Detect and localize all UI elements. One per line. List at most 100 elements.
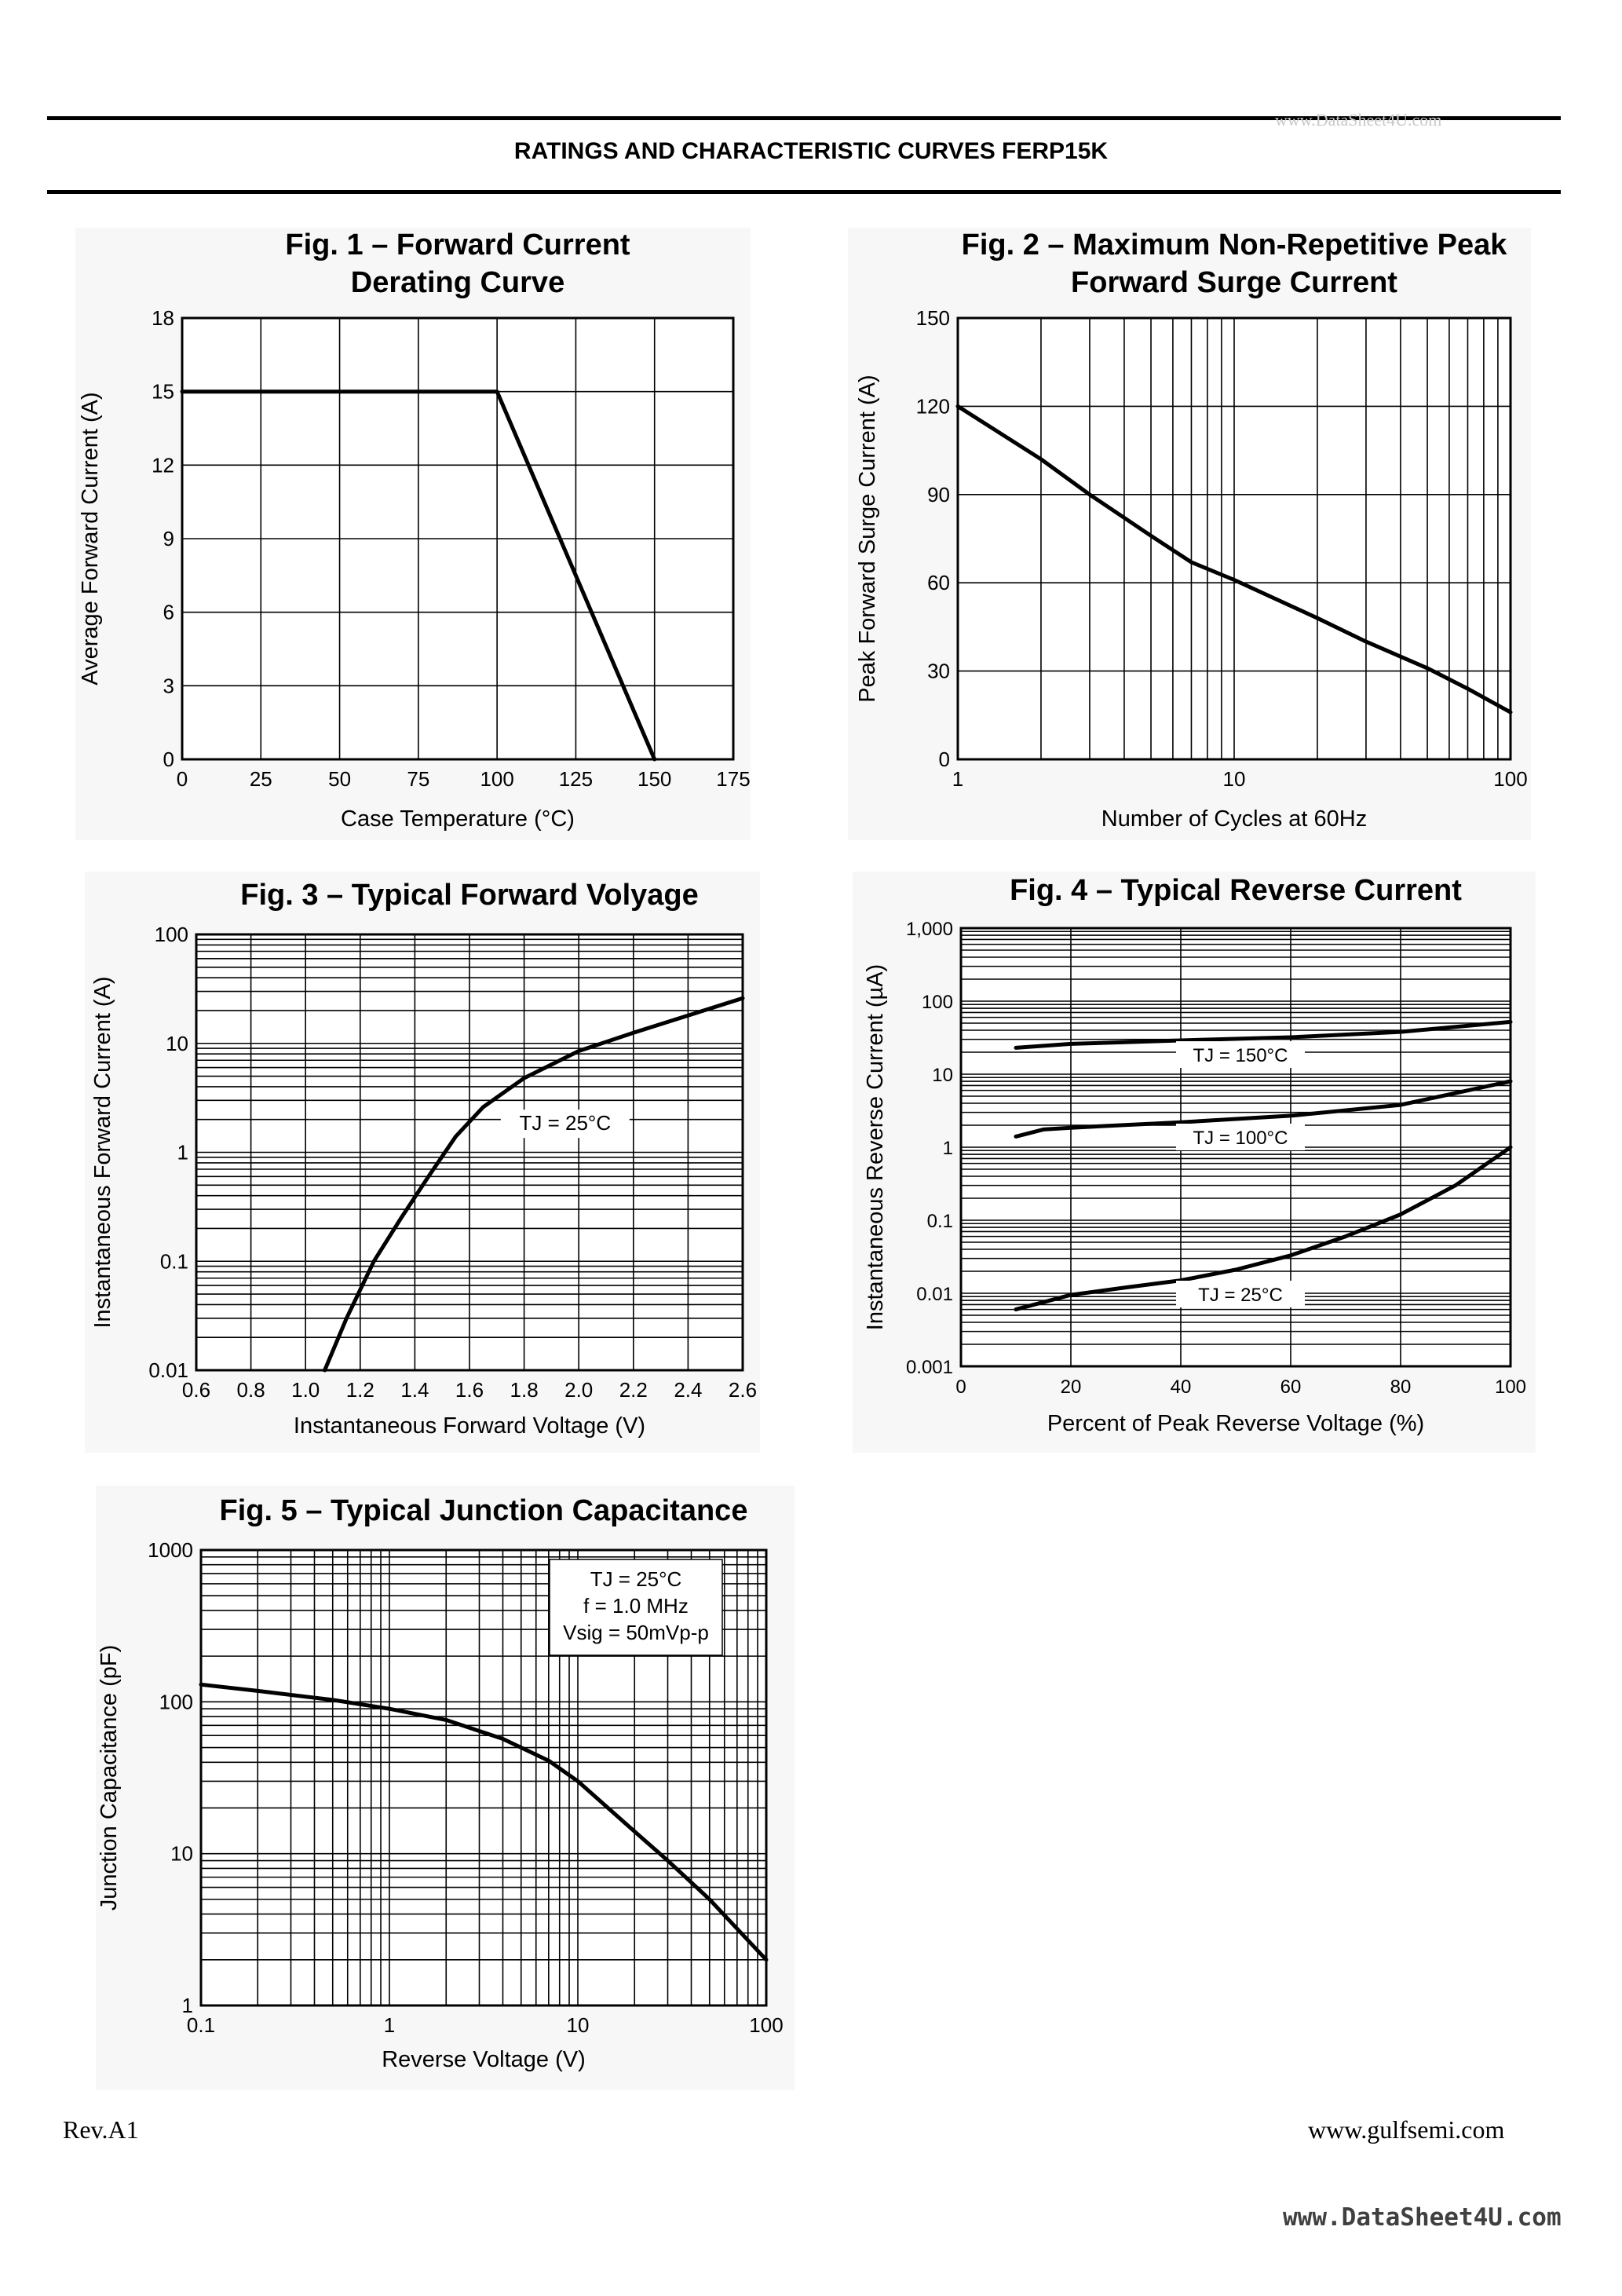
fig3-ytick-label: 0.1 — [160, 1249, 188, 1273]
fig3-title: Fig. 3 – Typical Forward Volyage — [240, 879, 699, 912]
fig3-annotation: TJ = 25°C — [519, 1111, 611, 1135]
fig3-frame — [195, 933, 744, 1372]
fig2-ylabel: Peak Forward Surge Current (A) — [855, 375, 880, 702]
fig3-xtick-label: 0.6 — [182, 1378, 210, 1402]
fig4-series-label-text: TJ = 25°C — [1198, 1285, 1283, 1306]
fig3-xtick-label: 1.0 — [291, 1378, 320, 1402]
fig5-xlabel: Reverse Voltage (V) — [382, 2047, 586, 2072]
fig1-frame — [181, 316, 735, 761]
fig1-ytick-label: 12 — [152, 453, 174, 477]
fig5-ytick-label: 1 — [182, 1994, 193, 2017]
fig4-ytick-label: 10 — [932, 1065, 953, 1086]
fig4-series-label-bg — [1176, 1124, 1305, 1150]
fig1-xtick-label: 50 — [328, 767, 351, 791]
fig5-title: Fig. 5 – Typical Junction Capacitance — [220, 1494, 748, 1527]
fig5-legend-line: Vsig = 50mVp-p — [563, 1621, 709, 1644]
fig2-xtick-label: 10 — [1223, 767, 1246, 791]
fig1-xtick-label: 25 — [250, 767, 272, 791]
fig3-xtick-label: 2.4 — [674, 1378, 702, 1402]
fig3-ytick-label: 1 — [177, 1141, 188, 1164]
fig2-xtick-label: 1 — [952, 767, 963, 791]
fig1-xtick-label: 125 — [559, 767, 593, 791]
fig4-xtick-label: 0 — [955, 1377, 966, 1398]
fig4-xtick-label: 100 — [1495, 1377, 1526, 1398]
fig1-xtick-label: 75 — [407, 767, 429, 791]
footer-revision: Rev.A1 — [63, 2115, 139, 2144]
page-title: RATINGS AND CHARACTERISTIC CURVES FERP15… — [513, 138, 1109, 164]
fig1-ytick-label: 15 — [152, 380, 174, 404]
fig4-title: Fig. 4 – Typical Reverse Current — [1010, 874, 1462, 907]
fig3-xtick-label: 1.2 — [346, 1378, 374, 1402]
fig3-chart: 0.6 0.8 1.0 1.2 1.4 1.6 1.8 2.0 2.2 2.4 2.6 0.01 0.1… — [90, 879, 757, 1439]
header-rule-bottom — [47, 190, 1561, 194]
fig3-xtick-label: 1.4 — [400, 1378, 429, 1402]
header-watermark: www.DataSheet4U.com — [1275, 110, 1442, 130]
fig2-ytick-label: 30 — [927, 660, 950, 683]
fig5-ylabel: Junction Capacitance (pF) — [97, 1645, 122, 1911]
fig4-series-label: TJ = 150°C — [1176, 1041, 1305, 1068]
fig2-grid — [957, 317, 1511, 760]
fig4-series-label-text: TJ = 150°C — [1193, 1045, 1288, 1066]
fig5-xtick-label: 0.1 — [187, 2013, 215, 2037]
fig4-series-label: TJ = 100°C — [1176, 1124, 1305, 1150]
fig1-ytick-label: 3 — [163, 674, 174, 697]
fig1-series-line-0 — [180, 389, 657, 762]
fig2-frame — [956, 316, 1512, 761]
fig5-xtick-label: 10 — [567, 2013, 590, 2037]
fig4-xtick-label: 60 — [1280, 1377, 1302, 1398]
fig1-ytick-label: 18 — [152, 306, 174, 330]
fig3-ytick-label: 0.01 — [148, 1358, 188, 1382]
fig4-series-label: TJ = 25°C — [1176, 1281, 1305, 1307]
fig2-ytick-label: 90 — [927, 483, 950, 506]
fig3-annotation-bg — [500, 1110, 630, 1139]
fig3-ytick-label: 100 — [155, 923, 188, 946]
fig4-ytick-label: 0.1 — [927, 1211, 953, 1232]
fig5-grid — [200, 1549, 767, 2006]
fig3-ylabel: Instantaneous Forward Current (A) — [90, 976, 115, 1328]
fig4-series-line-0 — [1014, 1019, 1513, 1050]
fig1-title: Fig. 1 – Forward Current — [285, 229, 630, 261]
fig2-series-line-0 — [955, 404, 1513, 715]
fig1-xlabel: Case Temperature (°C) — [341, 806, 575, 832]
footer-url[interactable]: www.gulfsemi.com — [1308, 2115, 1505, 2144]
fig1-ylabel: Average Forward Current (A) — [78, 392, 103, 685]
fig4-xtick-label: 20 — [1061, 1377, 1082, 1398]
fig5-legend-line: TJ = 25°C — [590, 1567, 682, 1591]
fig3-series-line-0 — [323, 996, 745, 1373]
fig3-xtick-label: 1.8 — [510, 1378, 539, 1402]
fig2-ytick-label: 0 — [939, 748, 950, 771]
fig1-subtitle: Derating Curve — [351, 266, 564, 299]
fig4-ytick-label: 1 — [943, 1138, 953, 1159]
fig3-xtick-label: 2.2 — [619, 1378, 648, 1402]
fig4-series-label-text: TJ = 100°C — [1193, 1128, 1288, 1149]
fig4-ytick-label: 0.01 — [916, 1284, 953, 1305]
fig4-ytick-label: 100 — [922, 992, 953, 1013]
fig2-ytick-label: 150 — [916, 306, 950, 330]
fig2-ytick-label: 120 — [916, 394, 950, 418]
header-rule-top — [47, 116, 1561, 120]
fig2-xlabel: Number of Cycles at 60Hz — [1101, 806, 1367, 832]
fig5-legend-box — [549, 1559, 723, 1656]
fig2-xtick-label: 100 — [1493, 767, 1527, 791]
fig1-ytick-label: 9 — [163, 527, 174, 550]
fig1-chart: 0 25 50 75 100 125 150 175 0 3 6 9 12 15 18 Fig. 1 – Fo… — [78, 229, 751, 832]
fig3-ytick-label: 10 — [166, 1032, 188, 1055]
fig3-grid — [195, 934, 743, 1371]
fig2-subtitle: Forward Surge Current — [1071, 266, 1397, 299]
footer-watermark: www.DataSheet4U.com — [1283, 2203, 1562, 2232]
fig5-xtick-label: 1 — [384, 2013, 395, 2037]
fig2-chart: 1 10 100 0 30 60 90 120 150 Fig. 2 – Maximum Non-… — [855, 229, 1528, 832]
fig3-xtick-label: 2.0 — [564, 1378, 593, 1402]
fig3-xtick-label: 0.8 — [237, 1378, 265, 1402]
fig4-series-label-bg — [1176, 1041, 1305, 1068]
fig5-xtick-label: 100 — [749, 2013, 783, 2037]
fig5-ytick-label: 100 — [159, 1690, 193, 1713]
fig1-xtick-label: 100 — [480, 767, 513, 791]
fig1-xtick-label: 150 — [637, 767, 671, 791]
fig1-xtick-label: 175 — [716, 767, 750, 791]
fig4-series-line-1 — [1014, 1079, 1513, 1139]
fig4-xlabel: Percent of Peak Reverse Voltage (%) — [1047, 1411, 1424, 1436]
fig5-legend-line: f = 1.0 MHz — [583, 1594, 689, 1618]
